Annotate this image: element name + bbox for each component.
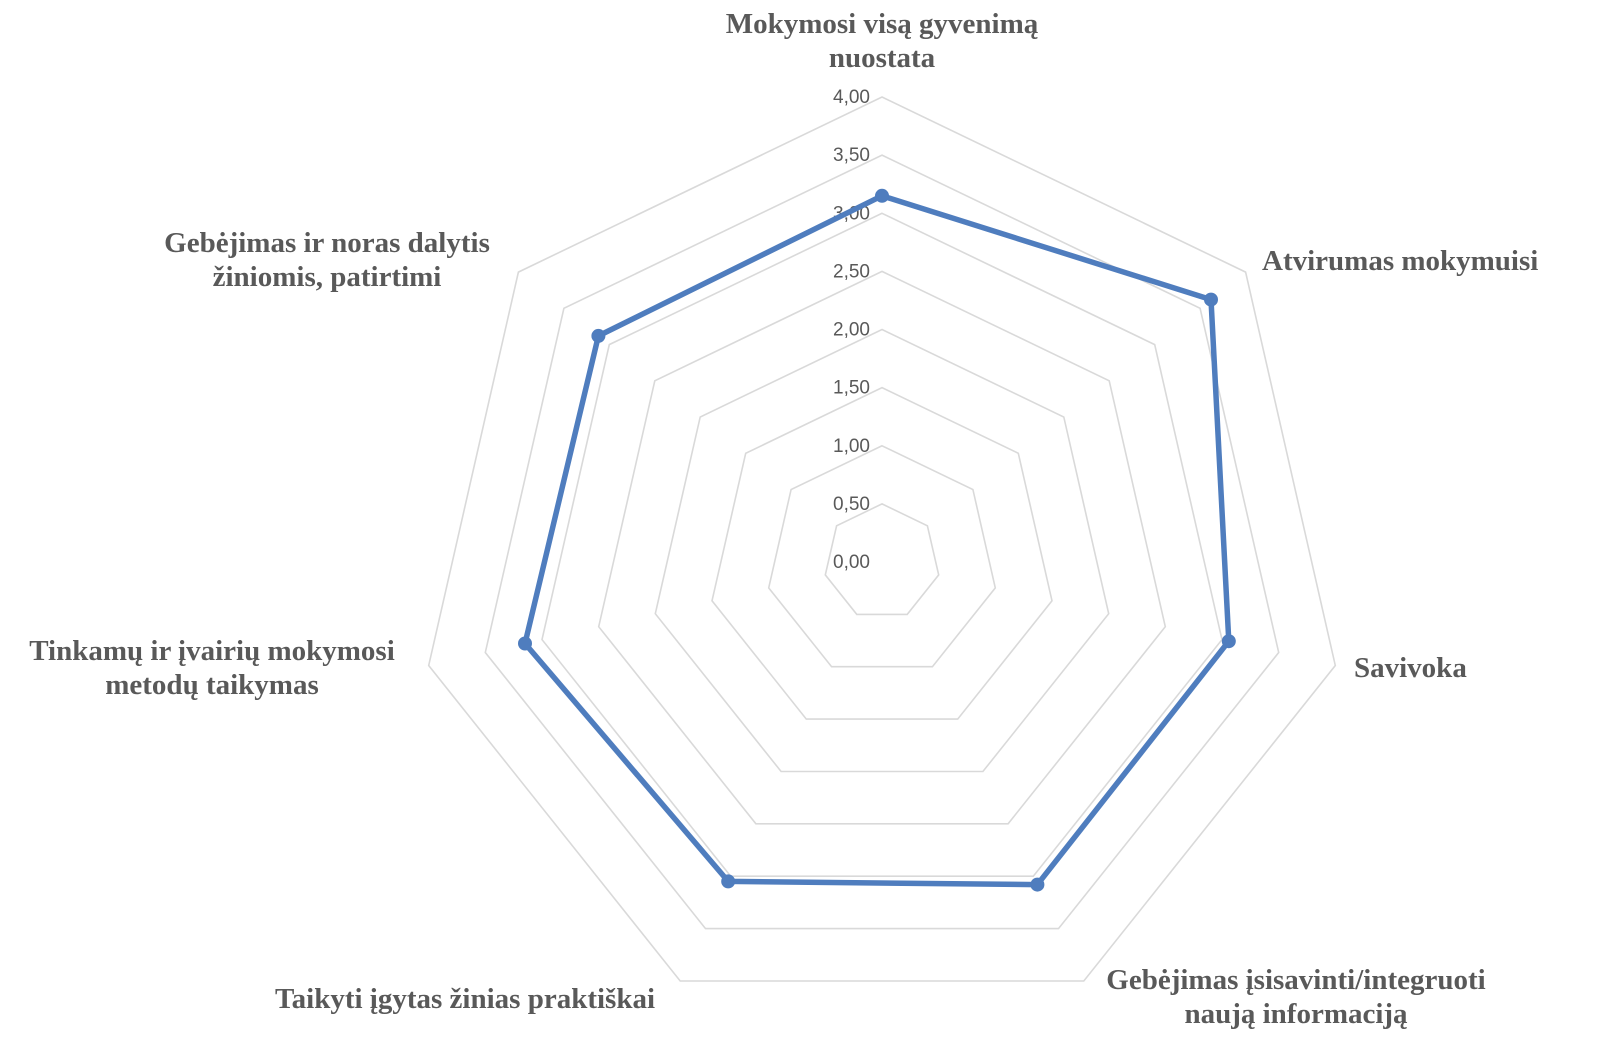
tick-label: 1,50 [833, 378, 870, 399]
data-point [1030, 877, 1045, 892]
tick-label: 2,00 [833, 320, 870, 341]
grid-ring [654, 328, 1110, 773]
category-label: Gebėjimas ir noras dalytis žiniomis, pati… [164, 227, 490, 293]
tick-label: 4,00 [833, 87, 870, 108]
data-point [1204, 292, 1218, 307]
tick-label: 3,50 [833, 145, 870, 166]
category-label: Savivoka [1354, 652, 1467, 684]
tick-label: 2,50 [833, 261, 870, 282]
data-point [518, 636, 532, 651]
tick-label: 1,00 [833, 436, 870, 457]
grid-ring [824, 503, 940, 616]
radar-grid [427, 96, 1337, 982]
grid-ring [767, 444, 997, 668]
category-labels: Mokymosi visą gyvenimą nuostata Atvirumas … [29, 8, 1538, 1030]
radial-axis-ticks: 0,000,501,001,502,002,503,003,504,00 [833, 87, 870, 573]
tick-label: 0,00 [833, 552, 870, 573]
data-point [591, 328, 606, 343]
series-line [522, 193, 1232, 888]
category-label: Mokymosi visą gyvenimą nuostata [726, 8, 1039, 74]
grid-ring [597, 270, 1167, 825]
tick-label: 0,50 [833, 494, 870, 515]
data-point [875, 188, 889, 203]
grid-ring [541, 212, 1223, 878]
grid-ring [711, 386, 1053, 720]
category-label: Atvirumas mokymuisi [1262, 245, 1538, 277]
category-label: Gebėjimas įsisavinti/integruoti naują inf… [1106, 964, 1485, 1030]
radar-series [518, 188, 1236, 892]
category-label: Tinkamų ir įvairių mokymosi metodų taikym… [29, 635, 395, 701]
category-label: Taikyti įgytas žinias praktiškai [275, 983, 655, 1015]
data-point [1221, 634, 1236, 649]
data-point [721, 874, 736, 889]
grid-ring [427, 96, 1337, 982]
